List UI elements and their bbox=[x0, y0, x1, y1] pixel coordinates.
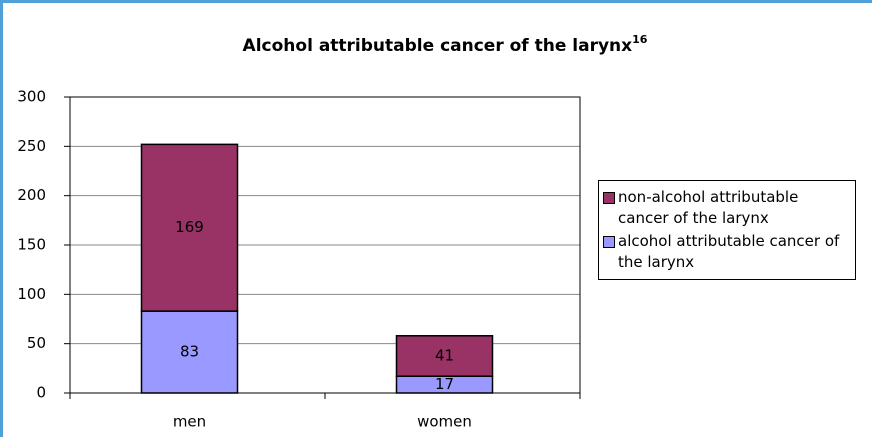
y-tick-label: 100 bbox=[17, 285, 46, 303]
legend-swatch bbox=[603, 236, 615, 248]
data-label: 17 bbox=[435, 375, 454, 393]
chart-title: Alcohol attributable cancer of the laryn… bbox=[243, 33, 648, 56]
bar-segment bbox=[140, 143, 239, 312]
y-tick-label: 50 bbox=[27, 334, 46, 352]
data-label: 169 bbox=[175, 218, 204, 236]
title-text: Alcohol attributable cancer of the laryn… bbox=[243, 36, 633, 56]
legend-label: alcohol attributable cancer of the laryn… bbox=[618, 232, 840, 271]
bar-segment bbox=[395, 335, 494, 377]
y-tick-label: 200 bbox=[17, 186, 46, 204]
bar-segment bbox=[140, 310, 239, 394]
data-label: 83 bbox=[180, 343, 199, 361]
legend-entry: non-alcohol attributable cancer of the l… bbox=[601, 187, 853, 229]
y-tick-label: 150 bbox=[17, 236, 46, 254]
legend-entry: alcohol attributable cancer of the laryn… bbox=[601, 231, 853, 273]
legend: non-alcohol attributable cancer of the l… bbox=[598, 180, 856, 280]
data-label: 41 bbox=[435, 347, 454, 365]
y-tick-label: 300 bbox=[17, 88, 46, 106]
legend-label: non-alcohol attributable cancer of the l… bbox=[618, 188, 799, 227]
legend-swatch bbox=[603, 192, 615, 204]
title-note: 16 bbox=[632, 33, 648, 46]
y-tick-label: 0 bbox=[36, 384, 46, 402]
x-tick-label: women bbox=[417, 413, 472, 431]
x-tick-label: men bbox=[173, 413, 206, 431]
y-tick-label: 250 bbox=[17, 137, 46, 155]
